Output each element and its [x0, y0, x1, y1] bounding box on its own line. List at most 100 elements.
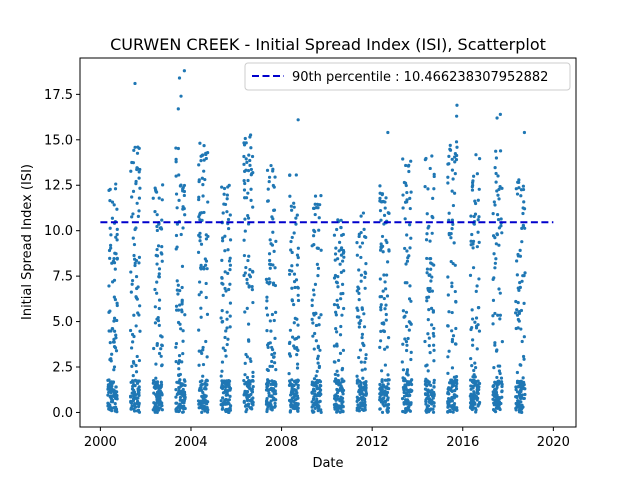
- data-point: [359, 318, 363, 323]
- data-point: [174, 192, 179, 196]
- data-point: [476, 306, 481, 310]
- data-point: [248, 135, 252, 139]
- data-point: [361, 211, 366, 215]
- data-point: [493, 388, 497, 392]
- data-point: [271, 387, 276, 391]
- data-point: [180, 382, 184, 386]
- data-point: [244, 141, 248, 145]
- data-point: [269, 382, 273, 387]
- data-point: [182, 391, 186, 395]
- data-point: [471, 266, 476, 270]
- data-point: [155, 224, 159, 229]
- data-point: [224, 409, 228, 414]
- data-point: [315, 262, 319, 266]
- data-point: [450, 227, 454, 231]
- data-point: [183, 313, 187, 317]
- data-point: [358, 385, 362, 389]
- data-point: [206, 234, 210, 239]
- data-point: [112, 345, 117, 349]
- data-point: [362, 343, 366, 347]
- data-point: [409, 382, 414, 387]
- data-point: [493, 261, 497, 265]
- data-point: [206, 408, 210, 412]
- data-point: [224, 329, 228, 333]
- data-point: [477, 329, 482, 333]
- legend: 90th percentile : 10.466238307952882: [244, 62, 571, 91]
- data-point: [474, 408, 478, 412]
- data-point: [378, 407, 382, 411]
- data-point: [341, 259, 345, 263]
- data-point: [112, 365, 117, 369]
- data-point: [407, 328, 411, 332]
- data-point: [516, 180, 520, 184]
- data-point: [265, 385, 269, 389]
- data-point: [266, 187, 270, 191]
- data-point: [294, 173, 298, 177]
- data-point: [199, 403, 203, 408]
- data-point: [430, 231, 434, 235]
- data-point: [452, 396, 456, 400]
- data-point: [407, 380, 411, 384]
- data-point: [339, 270, 343, 275]
- data-point: [333, 407, 337, 411]
- data-point: [340, 282, 345, 286]
- data-point: [107, 329, 111, 333]
- data-point: [221, 406, 225, 410]
- data-point: [469, 384, 473, 388]
- data-point: [450, 399, 454, 403]
- data-point: [473, 320, 477, 324]
- data-point: [242, 253, 247, 258]
- data-point: [296, 383, 300, 387]
- data-point: [430, 323, 434, 327]
- data-point: [432, 348, 436, 352]
- data-point: [319, 194, 323, 198]
- data-point: [108, 386, 113, 391]
- data-point: [130, 346, 134, 350]
- data-point: [296, 396, 300, 400]
- data-point: [251, 205, 255, 209]
- data-point: [226, 271, 230, 275]
- data-point: [425, 232, 429, 236]
- data-point: [251, 269, 255, 273]
- data-point: [174, 146, 178, 150]
- data-point: [223, 348, 227, 353]
- data-point: [178, 395, 183, 400]
- data-point: [223, 335, 227, 340]
- data-point: [160, 363, 164, 367]
- data-point: [154, 362, 158, 366]
- data-point: [273, 266, 277, 270]
- data-point: [427, 224, 431, 228]
- data-point: [251, 170, 255, 175]
- data-point: [492, 401, 496, 405]
- data-point: [290, 286, 294, 290]
- data-point: [153, 287, 157, 292]
- data-point: [315, 202, 320, 206]
- data-point: [494, 156, 498, 160]
- y-tick-label: 0.0: [52, 406, 73, 421]
- data-point: [446, 391, 450, 396]
- data-point: [270, 348, 275, 352]
- data-point: [491, 277, 495, 282]
- data-point: [289, 403, 293, 407]
- data-point: [492, 200, 496, 204]
- data-point: [222, 186, 227, 191]
- data-point: [107, 310, 111, 314]
- y-tick-label: 12.5: [44, 179, 73, 194]
- data-point: [221, 396, 225, 400]
- data-point: [131, 374, 135, 378]
- data-point: [114, 182, 118, 186]
- data-point: [228, 213, 232, 217]
- data-point: [204, 156, 208, 161]
- data-point: [497, 287, 501, 291]
- data-point: [332, 233, 337, 237]
- data-point: [335, 227, 339, 232]
- data-point: [136, 145, 140, 149]
- data-point: [155, 254, 160, 258]
- data-point: [199, 306, 203, 310]
- data-point: [228, 263, 232, 267]
- data-point: [197, 195, 201, 199]
- data-point: [175, 408, 179, 413]
- data-point: [386, 373, 390, 377]
- data-point: [228, 268, 232, 272]
- data-point: [523, 392, 527, 397]
